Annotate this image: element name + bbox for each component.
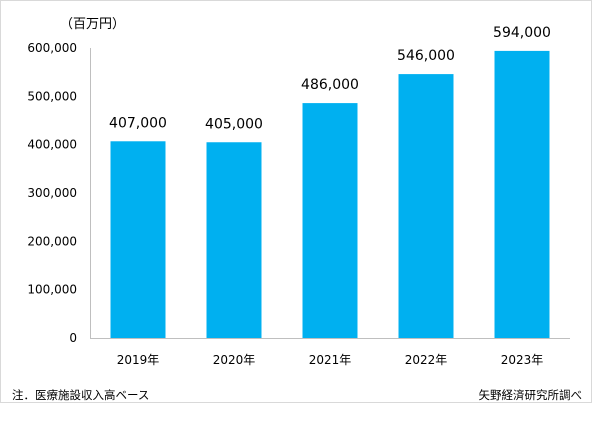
bar-chart: （百万円） 0 100,000 200,000 300,000 400,000 500,0… — [27, 17, 570, 367]
bar — [398, 74, 454, 338]
bar — [302, 103, 358, 338]
bar — [206, 142, 262, 338]
x-tick-label: 2022年 — [405, 353, 448, 367]
bars — [110, 50, 550, 339]
x-axis-tick-labels: 2019年 2020年 2021年 2022年 2023年 — [117, 353, 544, 367]
x-tick-label: 2023年 — [501, 353, 544, 367]
data-label: 405,000 — [205, 116, 263, 132]
y-axis-tick-labels: 0 100,000 200,000 300,000 400,000 500,000 600,… — [27, 41, 77, 345]
source-credit: 矢野経済研究所調べ — [478, 388, 583, 402]
data-label: 594,000 — [493, 25, 551, 41]
y-tick-label: 300,000 — [27, 186, 77, 200]
footnote: 注．医療施設収入高ベース — [12, 388, 150, 402]
x-tick-label: 2021年 — [309, 353, 352, 367]
data-label: 546,000 — [397, 48, 455, 64]
y-tick-label: 500,000 — [27, 89, 77, 103]
data-labels: 407,000 405,000 486,000 546,000 594,000 — [109, 25, 551, 132]
data-label: 486,000 — [301, 77, 359, 93]
y-tick-label: 100,000 — [27, 283, 77, 297]
y-tick-label: 400,000 — [27, 138, 77, 152]
y-tick-label: 600,000 — [27, 41, 77, 55]
unit-label: （百万円） — [60, 17, 125, 32]
bar — [494, 50, 550, 339]
bar — [110, 141, 166, 338]
y-tick-label: 200,000 — [27, 234, 77, 248]
y-tick-label: 0 — [69, 331, 77, 345]
x-tick-label: 2020年 — [213, 353, 256, 367]
data-label: 407,000 — [109, 115, 167, 131]
x-tick-label: 2019年 — [117, 353, 160, 367]
